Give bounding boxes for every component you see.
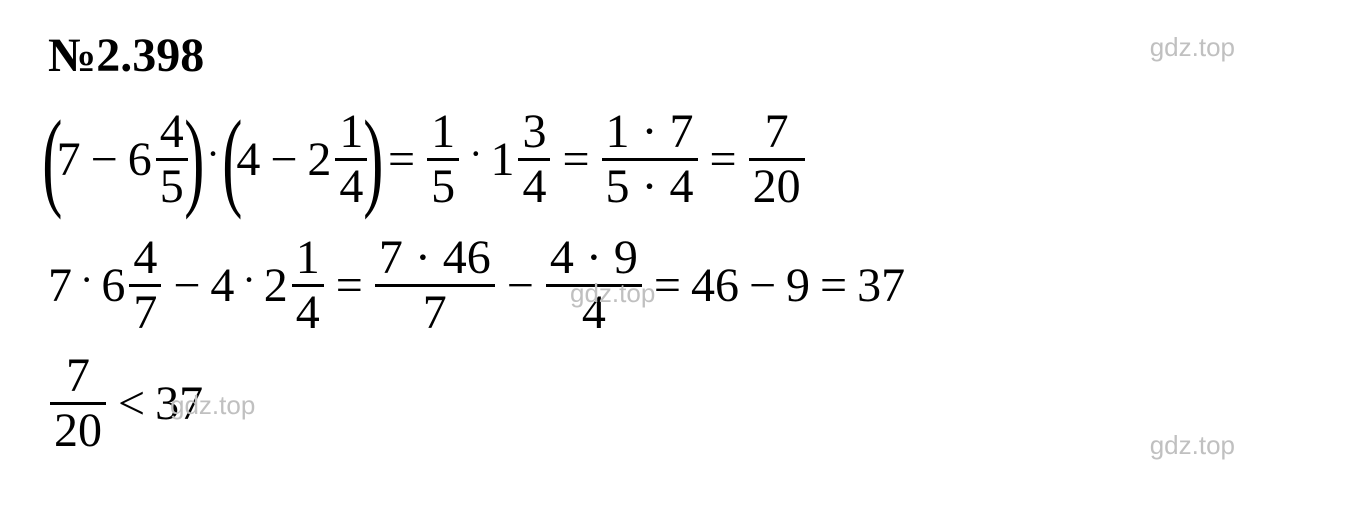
denominator: 5 · 4	[602, 163, 698, 211]
term-9: 9	[786, 258, 810, 313]
denominator: 20	[50, 407, 106, 455]
term-46: 46	[691, 258, 739, 313]
fraction-1-5: 1 5	[427, 108, 459, 211]
right-paren: )	[184, 115, 204, 203]
minus-op: −	[507, 258, 534, 313]
watermark: gdz.top	[1150, 430, 1235, 461]
fraction: 1 4	[292, 234, 324, 337]
mixed-2-1-4: 2 1 4	[307, 108, 369, 211]
denominator: 4	[292, 289, 324, 337]
watermark: gdz.top	[570, 278, 655, 309]
equation-line-2: 7 · 6 4 7 − 4 · 2 1 4 = 7 · 46 7 − 4 · 9…	[48, 227, 1297, 343]
denominator: 7	[129, 289, 161, 337]
numerator: 7	[761, 108, 793, 156]
watermark: gdz.top	[170, 390, 255, 421]
watermark: gdz.top	[1150, 32, 1235, 63]
denominator: 7	[419, 289, 451, 337]
denominator: 5	[156, 163, 188, 211]
equals-op: =	[388, 132, 415, 187]
numerator: 4 · 9	[546, 234, 642, 282]
term-37: 37	[857, 258, 905, 313]
fraction-7x46-7: 7 · 46 7	[375, 234, 495, 337]
fraction-1x7-5x4: 1 · 7 5 · 4	[602, 108, 698, 211]
mult-dot: ·	[469, 130, 482, 177]
numerator: 1	[292, 234, 324, 282]
mixed-whole: 2	[264, 258, 288, 313]
numerator: 7	[62, 352, 94, 400]
minus-op: −	[270, 132, 297, 187]
mixed-6-4-7: 6 4 7	[101, 234, 163, 337]
numerator: 7 · 46	[375, 234, 495, 282]
numerator: 3	[518, 108, 550, 156]
right-paren: )	[364, 115, 384, 203]
numerator: 1 · 7	[602, 108, 698, 156]
equals-op: =	[562, 132, 589, 187]
fraction-7-20: 7 20	[749, 108, 805, 211]
fraction-7-20: 7 20	[50, 352, 106, 455]
mult-dot: ·	[80, 256, 93, 303]
equals-op: =	[336, 258, 363, 313]
equals-op: =	[710, 132, 737, 187]
denominator: 20	[749, 163, 805, 211]
mixed-1-3-4: 1 3 4	[490, 108, 552, 211]
term-7: 7	[48, 258, 72, 313]
mixed-6-4-5: 6 4 5	[128, 108, 190, 211]
term-4: 4	[210, 258, 234, 313]
numerator: 4	[129, 234, 161, 282]
left-paren: (	[42, 115, 62, 203]
mult-dot: ·	[242, 256, 255, 303]
mixed-2-1-4: 2 1 4	[264, 234, 326, 337]
mixed-whole: 6	[101, 258, 125, 313]
mixed-whole: 1	[490, 132, 514, 187]
fraction: 3 4	[518, 108, 550, 211]
minus-op: −	[91, 132, 118, 187]
mult-dot: ·	[206, 130, 219, 177]
problem-heading: №2.398	[48, 28, 1297, 83]
denominator: 5	[427, 163, 459, 211]
equals-op: =	[654, 258, 681, 313]
numerator: 4	[156, 108, 188, 156]
equation-line-1: ( 7 − 6 4 5 ) · ( 4 − 2 1 4 ) = 1 5 · 1 …	[48, 101, 1297, 217]
equals-op: =	[820, 258, 847, 313]
numerator: 1	[427, 108, 459, 156]
mixed-whole: 2	[307, 132, 331, 187]
fraction: 4 7	[129, 234, 161, 337]
mixed-whole: 6	[128, 132, 152, 187]
fraction: 4 5	[156, 108, 188, 211]
minus-op: −	[173, 258, 200, 313]
minus-op: −	[749, 258, 776, 313]
denominator: 4	[518, 163, 550, 211]
less-than-op: <	[118, 376, 145, 431]
left-paren: (	[222, 115, 242, 203]
